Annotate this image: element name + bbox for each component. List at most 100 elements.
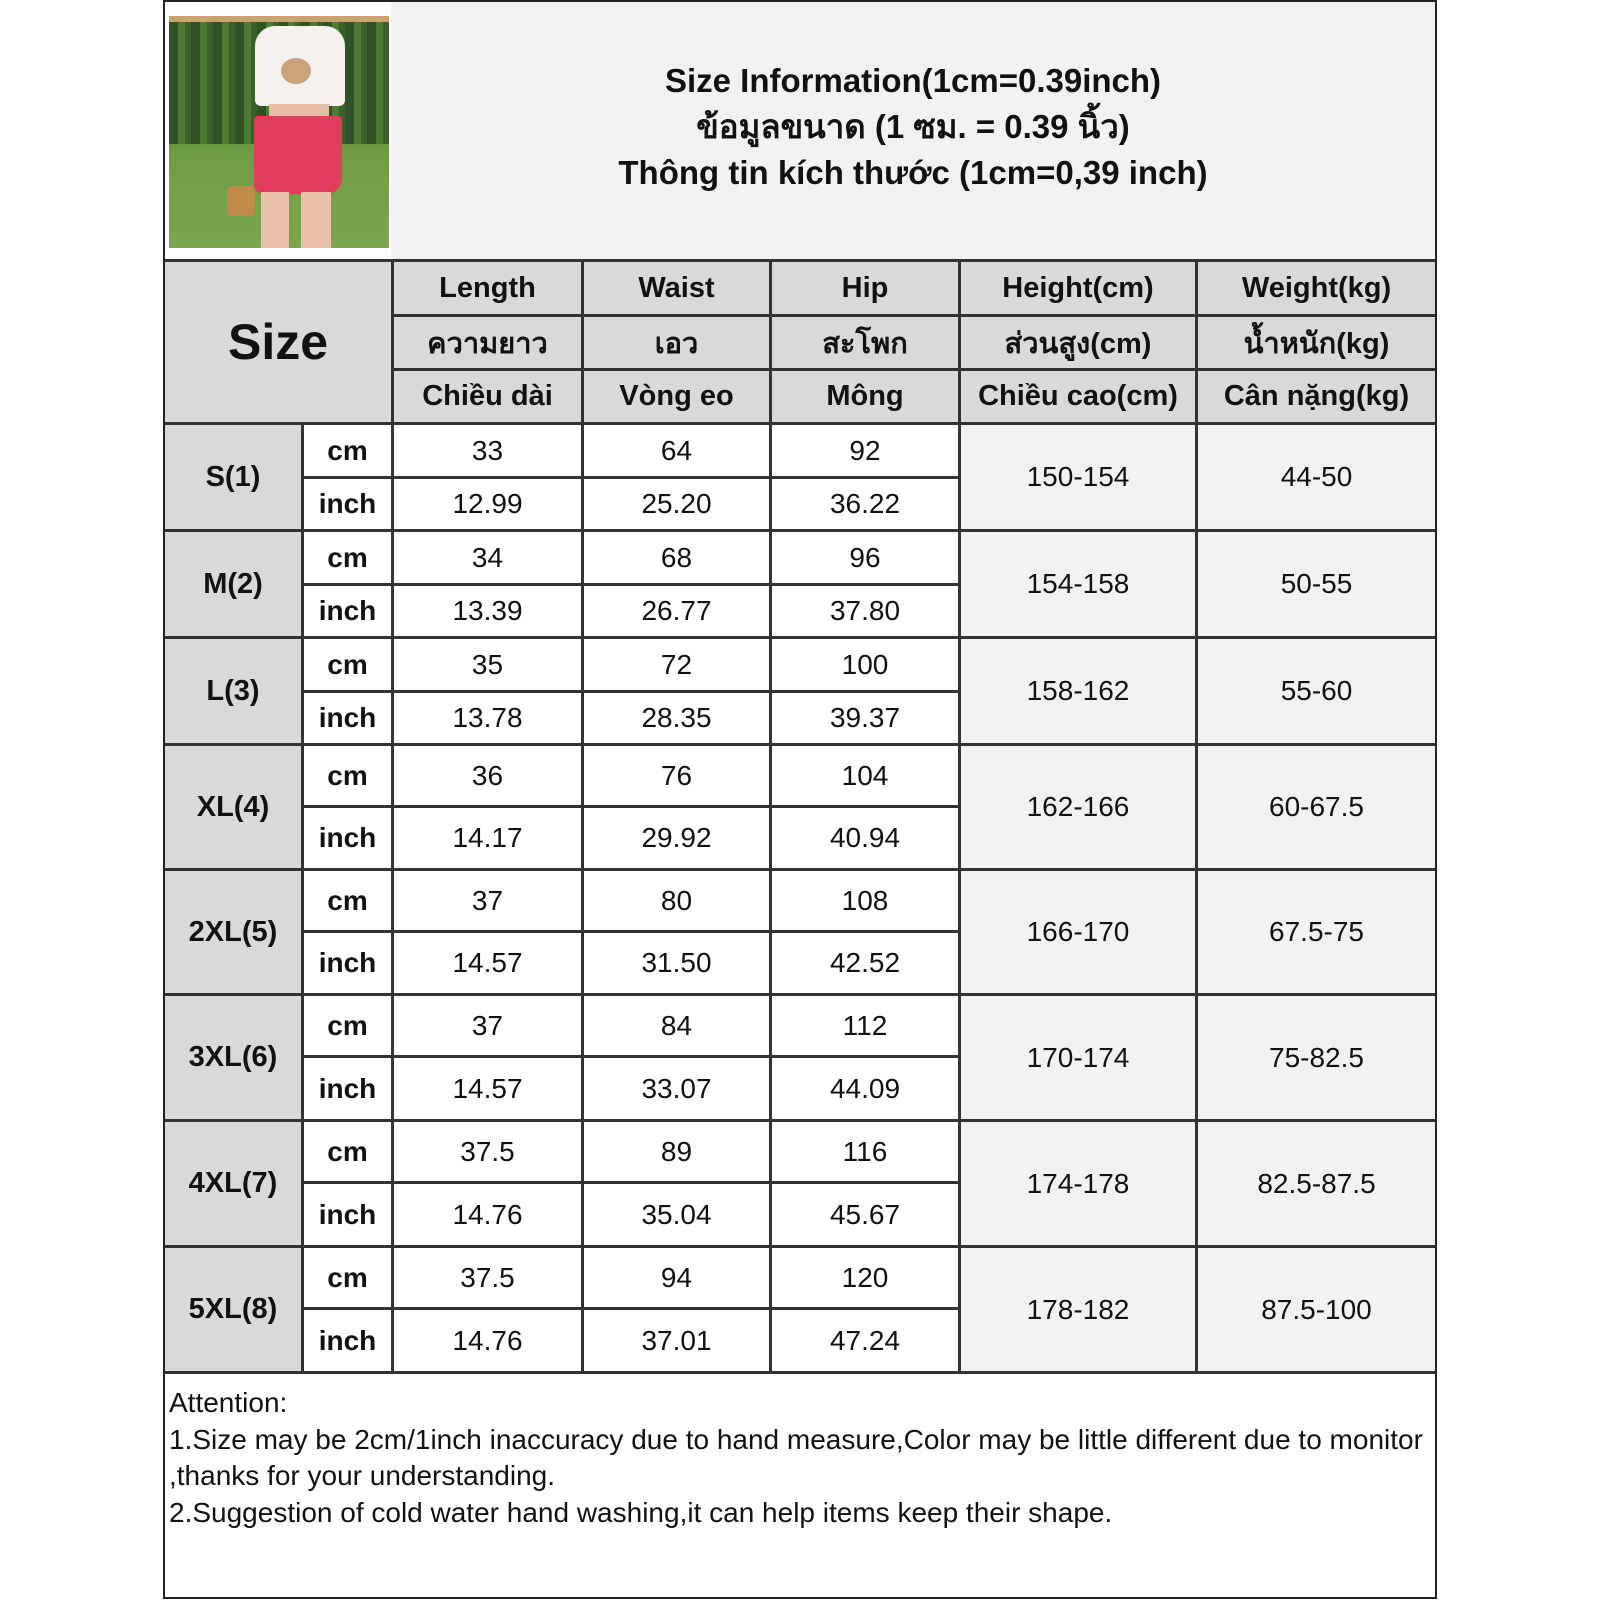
measurement-inch: 25.20: [584, 479, 772, 532]
unit-inch: inch: [304, 1058, 394, 1122]
weight-range: 75-82.5: [1198, 996, 1435, 1122]
size-label: M(2): [165, 532, 304, 639]
measurement-cm: 112: [772, 996, 961, 1058]
measurement-cm: 94: [584, 1248, 772, 1310]
column-header-th: ส่วนสูง(cm): [961, 317, 1198, 371]
unit-cm: cm: [304, 996, 394, 1058]
column-header-vi: Chiều cao(cm): [961, 371, 1198, 425]
size-label: L(3): [165, 639, 304, 746]
product-photo: [169, 16, 391, 248]
unit-inch: inch: [304, 1184, 394, 1248]
measurement-inch: 14.57: [394, 1058, 584, 1122]
measurement-inch: 28.35: [584, 693, 772, 746]
measurement-cm: 116: [772, 1122, 961, 1184]
measurement-cm: 33: [394, 425, 584, 479]
measurement-inch: 39.37: [772, 693, 961, 746]
unit-inch: inch: [304, 693, 394, 746]
measurement-cm: 80: [584, 871, 772, 933]
measurement-cm: 35: [394, 639, 584, 693]
column-header-en: Height(cm): [961, 262, 1198, 317]
measurement-inch: 12.99: [394, 479, 584, 532]
unit-inch: inch: [304, 933, 394, 996]
measurement-inch: 14.17: [394, 808, 584, 871]
unit-cm: cm: [304, 871, 394, 933]
measurement-cm: 37: [394, 996, 584, 1058]
measurement-cm: 96: [772, 532, 961, 586]
measurement-inch: 31.50: [584, 933, 772, 996]
measurement-cm: 37.5: [394, 1248, 584, 1310]
measurement-cm: 68: [584, 532, 772, 586]
measurement-inch: 45.67: [772, 1184, 961, 1248]
measurement-inch: 37.01: [584, 1310, 772, 1374]
height-range: 158-162: [961, 639, 1198, 746]
measurement-cm: 72: [584, 639, 772, 693]
weight-range: 67.5-75: [1198, 871, 1435, 996]
size-table: Size Length Waist Hip Height(cm) Weight(kg) คว…: [165, 262, 1435, 1374]
unit-cm: cm: [304, 1122, 394, 1184]
attention-notes: Attention: 1.Size may be 2cm/1inch inacc…: [165, 1383, 1435, 1533]
unit-inch: inch: [304, 808, 394, 871]
attention-note-1: 1.Size may be 2cm/1inch inaccuracy due t…: [169, 1423, 1423, 1492]
column-header-th: ความยาว: [394, 317, 584, 371]
measurement-inch: 13.39: [394, 586, 584, 639]
measurement-inch: 33.07: [584, 1058, 772, 1122]
height-range: 154-158: [961, 532, 1198, 639]
title-block: Size Information(1cm=0.39inch) ข้อมูลขนา…: [389, 2, 1435, 259]
column-header-en: Waist: [584, 262, 772, 317]
measurement-inch: 36.22: [772, 479, 961, 532]
measurement-inch: 37.80: [772, 586, 961, 639]
column-header-th: สะโพก: [772, 317, 961, 371]
size-chart: Size Information(1cm=0.39inch) ข้อมูลขนา…: [163, 0, 1437, 1599]
height-range: 150-154: [961, 425, 1198, 532]
measurement-cm: 36: [394, 746, 584, 808]
measurement-inch: 42.52: [772, 933, 961, 996]
column-header-th: น้ำหนัก(kg): [1198, 317, 1435, 371]
weight-range: 50-55: [1198, 532, 1435, 639]
measurement-inch: 40.94: [772, 808, 961, 871]
height-range: 174-178: [961, 1122, 1198, 1248]
measurement-cm: 104: [772, 746, 961, 808]
measurement-cm: 37.5: [394, 1122, 584, 1184]
title-english: Size Information(1cm=0.39inch): [664, 61, 1162, 99]
unit-cm: cm: [304, 1248, 394, 1310]
size-label: 2XL(5): [165, 871, 304, 996]
column-header-en: Weight(kg): [1198, 262, 1435, 317]
measurement-inch: 44.09: [772, 1058, 961, 1122]
measurement-inch: 14.76: [394, 1184, 584, 1248]
measurement-cm: 37: [394, 871, 584, 933]
size-label: 4XL(7): [165, 1122, 304, 1248]
column-header-en: Length: [394, 262, 584, 317]
measurement-inch: 47.24: [772, 1310, 961, 1374]
measurement-cm: 64: [584, 425, 772, 479]
height-range: 170-174: [961, 996, 1198, 1122]
attention-note-2: 2.Suggestion of cold water hand washing,…: [169, 1496, 1113, 1528]
measurement-cm: 89: [584, 1122, 772, 1184]
column-header-vi: Vòng eo: [584, 371, 772, 425]
column-header-vi: Chiều dài: [394, 371, 584, 425]
measurement-cm: 76: [584, 746, 772, 808]
size-label: 5XL(8): [165, 1248, 304, 1374]
title-vietnamese: Thông tin kích thước (1cm=0,39 inch): [618, 153, 1208, 191]
column-header-vi: Cân nặng(kg): [1198, 371, 1435, 425]
measurement-cm: 100: [772, 639, 961, 693]
measurement-cm: 34: [394, 532, 584, 586]
unit-cm: cm: [304, 639, 394, 693]
weight-range: 44-50: [1198, 425, 1435, 532]
height-range: 162-166: [961, 746, 1198, 871]
unit-cm: cm: [304, 425, 394, 479]
size-header: Size: [165, 262, 394, 425]
measurement-inch: 13.78: [394, 693, 584, 746]
unit-inch: inch: [304, 479, 394, 532]
chart-header: Size Information(1cm=0.39inch) ข้อมูลขนา…: [165, 2, 1435, 262]
unit-cm: cm: [304, 746, 394, 808]
attention-heading: Attention:: [169, 1387, 288, 1418]
column-header-th: เอว: [584, 317, 772, 371]
measurement-cm: 120: [772, 1248, 961, 1310]
measurement-cm: 108: [772, 871, 961, 933]
size-label: S(1): [165, 425, 304, 532]
unit-inch: inch: [304, 586, 394, 639]
height-range: 178-182: [961, 1248, 1198, 1374]
measurement-inch: 35.04: [584, 1184, 772, 1248]
size-label: 3XL(6): [165, 996, 304, 1122]
column-header-en: Hip: [772, 262, 961, 317]
